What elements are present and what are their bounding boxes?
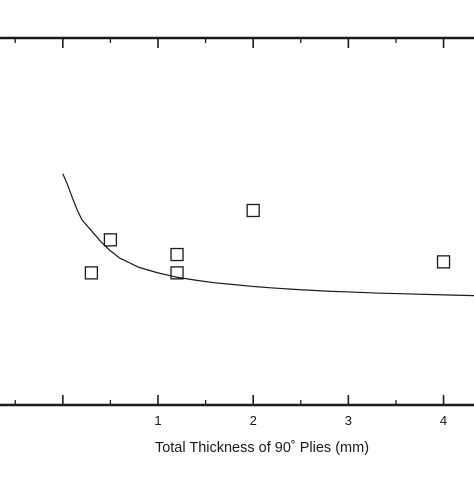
data-point-marker [84, 266, 99, 280]
fit-curve-layer [62, 173, 474, 297]
data-point-marker [246, 203, 260, 218]
data-point-marker [436, 255, 451, 269]
labels-layer: 1 2 3 4 Total Thickness of 90˚ Plies (mm) [154, 413, 447, 456]
x-tick-label: 4 [440, 413, 447, 428]
data-point-marker [170, 266, 184, 280]
fit-curve [62, 173, 474, 297]
x-tick-label: 3 [345, 413, 352, 428]
data-point-marker [170, 247, 184, 262]
data-point-marker [103, 233, 118, 247]
x-tick-label: 2 [250, 413, 257, 428]
data-points-layer [84, 203, 451, 280]
axes [0, 36, 474, 407]
x-tick-label: 1 [154, 413, 161, 428]
x-axis-title: Total Thickness of 90˚ Plies (mm) [155, 440, 369, 456]
